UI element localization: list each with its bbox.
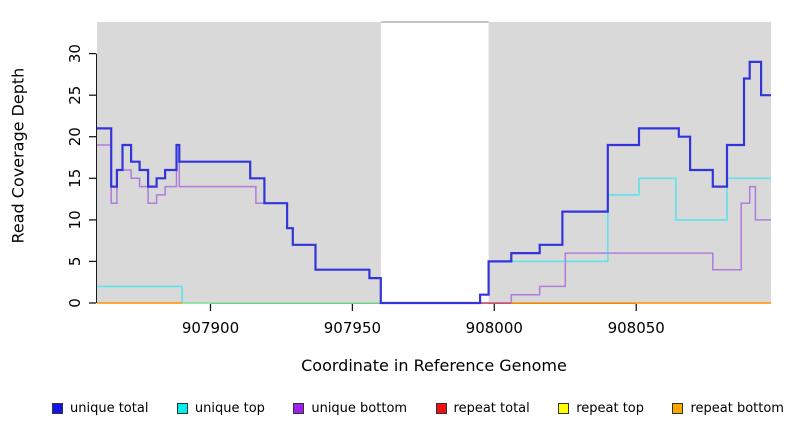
legend-label: repeat total <box>453 401 530 416</box>
y-tick-label: 0 <box>66 298 84 308</box>
legend-swatch-icon <box>558 403 570 414</box>
legend-label: unique total <box>70 401 149 416</box>
legend-item-repeat-bottom: repeat bottom <box>672 401 784 416</box>
series-unique-total <box>97 60 771 305</box>
x-tick-label: 908000 <box>466 319 523 337</box>
legend-swatch-icon <box>52 403 63 414</box>
x-tick-label: 907950 <box>324 319 381 337</box>
legend-item-unique-top: unique top <box>176 401 265 416</box>
legend-label: unique top <box>194 401 265 416</box>
legend-swatch-icon <box>672 403 684 414</box>
legend-item-repeat-total: repeat total <box>435 401 530 416</box>
y-tick-label: 25 <box>66 86 84 105</box>
y-tick-label: 5 <box>66 257 84 267</box>
shaded-region <box>488 22 771 303</box>
legend-swatch-icon <box>176 403 188 414</box>
x-tick-label: 907900 <box>182 319 239 337</box>
x-tick-label: 908050 <box>608 319 665 337</box>
legend-label: repeat bottom <box>690 401 784 416</box>
y-tick-label: 20 <box>66 127 84 146</box>
x-axis-title: Coordinate in Reference Genome <box>301 356 567 375</box>
y-tick-label: 10 <box>66 210 84 229</box>
legend-item-unique-bottom: unique bottom <box>293 401 407 416</box>
y-tick-label: 15 <box>66 169 84 188</box>
legend-label: repeat top <box>576 401 644 416</box>
y-axis-title: Read Coverage Depth <box>8 67 28 244</box>
legend-item-unique-total: unique total <box>52 401 148 416</box>
y-tick-label: 30 <box>66 44 84 63</box>
legend-swatch-icon <box>435 403 447 414</box>
legend-label: unique bottom <box>311 401 408 416</box>
legend-item-repeat-top: repeat top <box>558 401 644 416</box>
legend-swatch-icon <box>293 403 305 414</box>
legend: unique total unique top unique bottom repea… <box>52 401 784 416</box>
coverage-plot: 907900 907950 908000 908050 0 5 10 15 20 25 30 <box>66 21 771 337</box>
